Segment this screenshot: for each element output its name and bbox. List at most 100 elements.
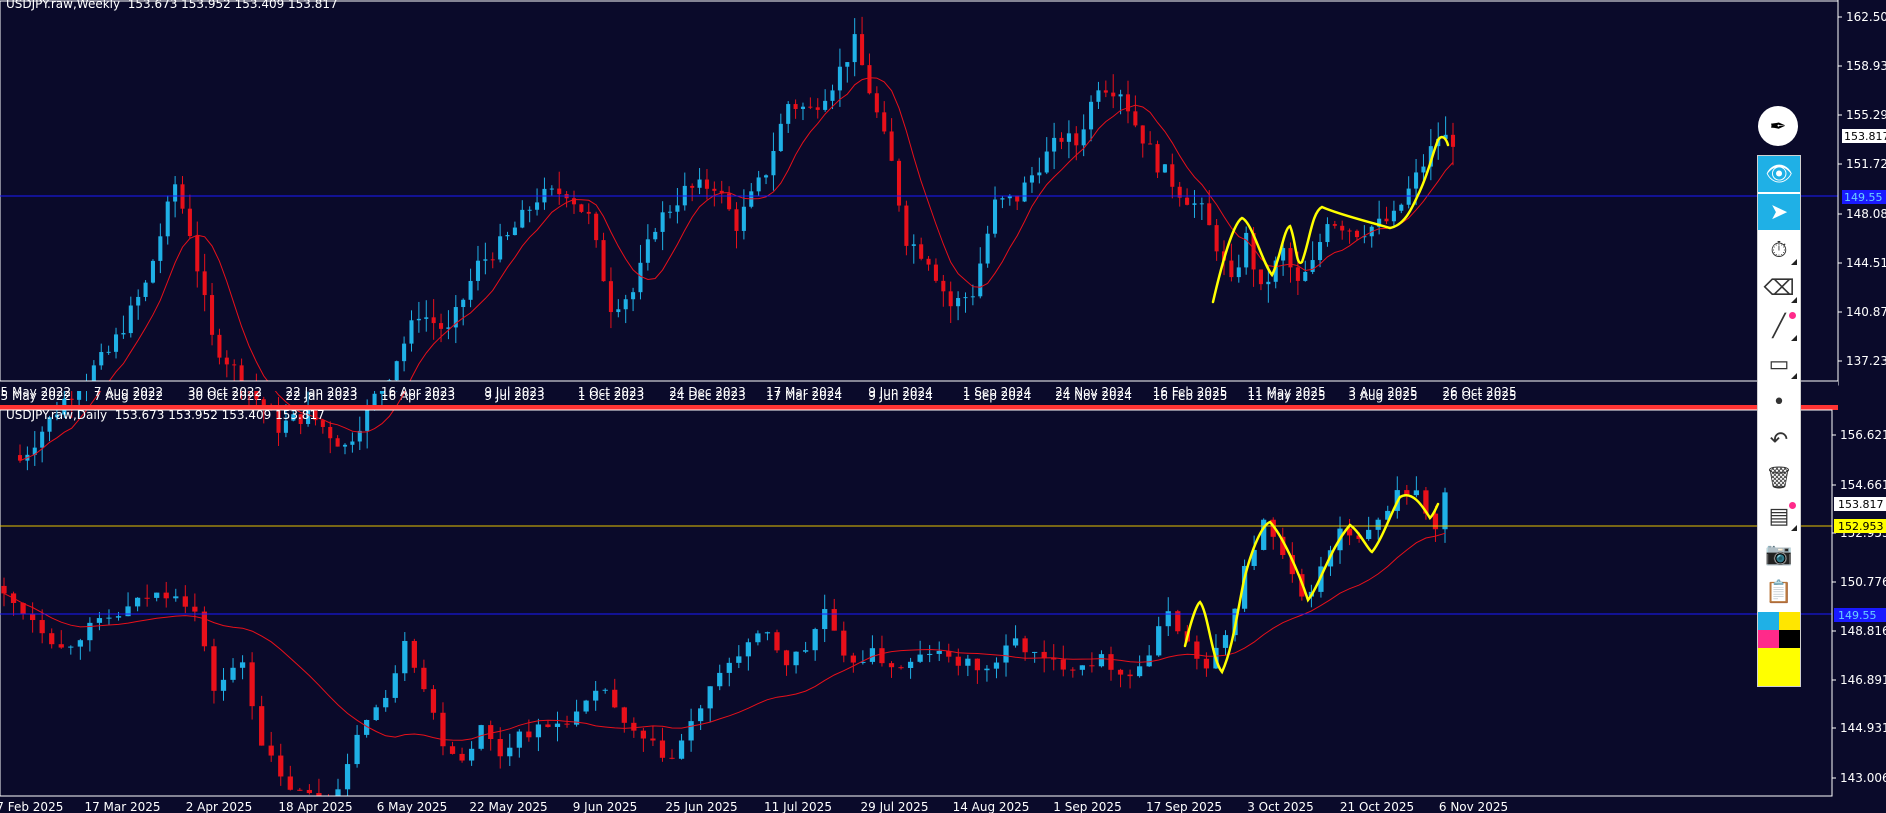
x-tick-label: 17 Sep 2025	[1146, 800, 1222, 813]
candle-body	[1022, 182, 1027, 202]
x-tick-label: 11 May 2025	[1247, 389, 1325, 403]
candle-body	[128, 305, 133, 334]
candle-body	[217, 334, 222, 358]
x-tick-label: 9 Jun 2025	[573, 800, 638, 813]
candle-body	[297, 789, 303, 791]
x-tick-label: 1 Sep 2025	[1053, 800, 1121, 813]
candle-body	[446, 327, 451, 329]
eraser-icon[interactable]: ⌫	[1758, 270, 1800, 306]
candle-body	[1207, 203, 1212, 226]
x-tick-label: 7 Aug 2022	[94, 385, 163, 399]
candle-body	[259, 706, 265, 746]
y-tick-label: 146.891	[1840, 673, 1886, 687]
candle-body	[535, 724, 542, 738]
candle-body	[344, 764, 351, 790]
candle-body	[911, 244, 916, 246]
candle-body	[113, 334, 119, 352]
color-swatch[interactable]	[1779, 630, 1800, 648]
candle-body	[793, 651, 799, 666]
color-swatch[interactable]	[1779, 612, 1800, 630]
cursor-icon[interactable]: ➤	[1758, 194, 1800, 230]
candle-body	[621, 707, 627, 723]
candle-body	[1125, 94, 1131, 112]
submenu-indicator	[1791, 297, 1797, 303]
candle-body	[631, 722, 637, 731]
panel-separator	[0, 405, 1838, 410]
candle-body	[1146, 655, 1152, 667]
candle-body	[601, 240, 606, 282]
x-tick-label: 9 Jul 2023	[484, 389, 544, 403]
candle-body	[594, 213, 599, 241]
daily-symbol-header: USDJPY.raw,Daily 153.673 153.952 153.409…	[6, 408, 325, 422]
candle-body	[383, 697, 389, 708]
candle-body	[47, 417, 52, 432]
color-swatch[interactable]	[1758, 648, 1800, 686]
candle-body	[1066, 133, 1071, 142]
candle-body	[616, 309, 621, 313]
color-swatch[interactable]	[1758, 630, 1779, 648]
candle-body	[483, 259, 488, 261]
candle-body	[1165, 611, 1171, 627]
candle-body	[1443, 134, 1448, 139]
candle-body	[860, 661, 866, 663]
candle-body	[342, 444, 348, 447]
board-icon[interactable]: ▤	[1758, 498, 1800, 534]
candle-body	[660, 212, 665, 232]
candle-body	[690, 185, 695, 188]
candle-body	[1007, 195, 1012, 199]
candle-body	[1133, 111, 1138, 126]
eye-icon[interactable]: 👁	[1758, 156, 1800, 192]
candle-body	[306, 789, 313, 794]
palette-icon[interactable]	[1758, 612, 1800, 686]
candle-body	[320, 420, 325, 427]
candle-body	[896, 160, 902, 206]
candle-body	[783, 650, 790, 666]
candle-body	[192, 606, 198, 612]
candle-body	[1366, 529, 1372, 539]
candle-body	[717, 672, 723, 687]
candle-body	[158, 236, 163, 261]
trash-icon[interactable]: 🗑	[1765, 465, 1793, 491]
x-tick-label: 17 Mar 2024	[766, 385, 842, 399]
y-tick-label: 148.816	[1840, 624, 1886, 638]
x-tick-label: 25 Jun 2025	[665, 800, 737, 813]
candle-body	[411, 640, 417, 668]
line-icon[interactable]: ╱	[1758, 308, 1800, 344]
candle-body	[512, 227, 517, 236]
candle-body	[1385, 510, 1391, 520]
color-swatch[interactable]	[1758, 612, 1779, 630]
candle-body	[698, 708, 704, 722]
pen-icon[interactable]: ✒	[1758, 106, 1798, 146]
candle-body	[1281, 248, 1286, 261]
clipboard-icon[interactable]: 📋	[1765, 579, 1793, 605]
candle-body	[650, 738, 656, 741]
candle-body	[1310, 260, 1315, 272]
dot-icon[interactable]: •	[1772, 389, 1786, 415]
candle-body	[557, 188, 562, 195]
x-tick-label: 26 Oct 2025	[1442, 385, 1516, 399]
stopwatch-icon[interactable]: ⏱	[1758, 232, 1800, 268]
x-tick-label: 22 Jan 2023	[286, 389, 358, 403]
candle-body	[526, 731, 532, 738]
x-tick-label: 9 Jun 2024	[868, 389, 933, 403]
candle-body	[497, 739, 503, 757]
candle-body	[745, 642, 751, 657]
candle-body	[927, 653, 933, 655]
candle-body	[712, 188, 717, 191]
x-tick-label: 22 Jan 2023	[286, 385, 358, 399]
candle-body	[907, 661, 914, 668]
candle-body	[573, 711, 580, 725]
candle-body	[283, 420, 288, 433]
candle-body	[1346, 528, 1353, 536]
candle-body	[239, 662, 246, 668]
candle-body	[291, 414, 296, 421]
candle-body	[564, 723, 570, 725]
camera-icon[interactable]: 📷	[1765, 541, 1793, 567]
highlighter-icon[interactable]: ▭	[1758, 346, 1800, 382]
candle-body	[936, 650, 942, 654]
hline-price-box	[1842, 190, 1886, 204]
undo-icon[interactable]: ↶	[1769, 427, 1789, 453]
candle-body	[837, 66, 842, 91]
candle-body	[150, 260, 155, 283]
